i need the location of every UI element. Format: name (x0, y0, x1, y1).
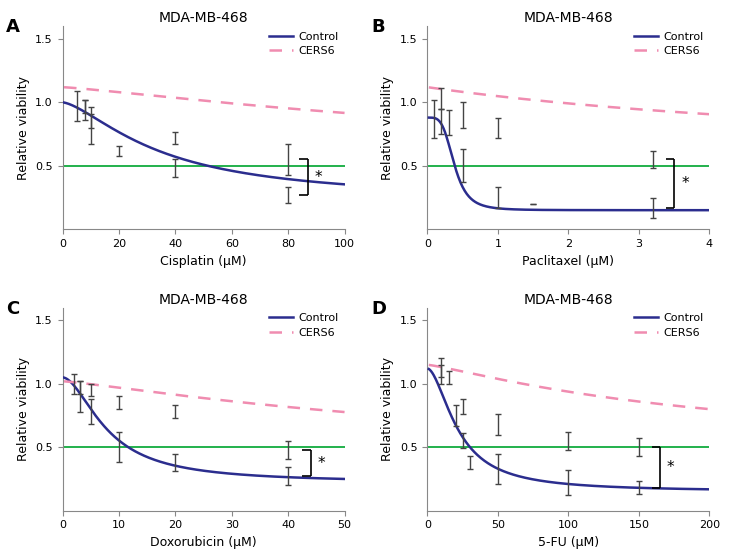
Y-axis label: Relative viability: Relative viability (17, 357, 30, 461)
Title: MDA-MB-468: MDA-MB-468 (159, 292, 249, 306)
Text: D: D (371, 300, 386, 318)
Legend: Control, CERS6: Control, CERS6 (634, 313, 704, 338)
Y-axis label: Relative viability: Relative viability (382, 76, 395, 180)
Y-axis label: Relative viability: Relative viability (382, 357, 395, 461)
Title: MDA-MB-468: MDA-MB-468 (523, 292, 613, 306)
Title: MDA-MB-468: MDA-MB-468 (159, 11, 249, 25)
Text: B: B (371, 18, 385, 36)
Title: MDA-MB-468: MDA-MB-468 (523, 11, 613, 25)
Legend: Control, CERS6: Control, CERS6 (634, 32, 704, 56)
Text: *: * (315, 170, 322, 185)
Text: A: A (7, 18, 20, 36)
Text: C: C (7, 300, 20, 318)
Text: *: * (667, 460, 675, 475)
Text: *: * (318, 455, 325, 470)
X-axis label: 5-FU (μM): 5-FU (μM) (538, 536, 599, 549)
X-axis label: Paclitaxel (μM): Paclitaxel (μM) (523, 254, 614, 268)
X-axis label: Cisplatin (μM): Cisplatin (μM) (160, 254, 247, 268)
X-axis label: Doxorubicin (μM): Doxorubicin (μM) (151, 536, 257, 549)
Y-axis label: Relative viability: Relative viability (17, 76, 30, 180)
Legend: Control, CERS6: Control, CERS6 (269, 32, 339, 56)
Legend: Control, CERS6: Control, CERS6 (269, 313, 339, 338)
Text: *: * (681, 176, 689, 191)
